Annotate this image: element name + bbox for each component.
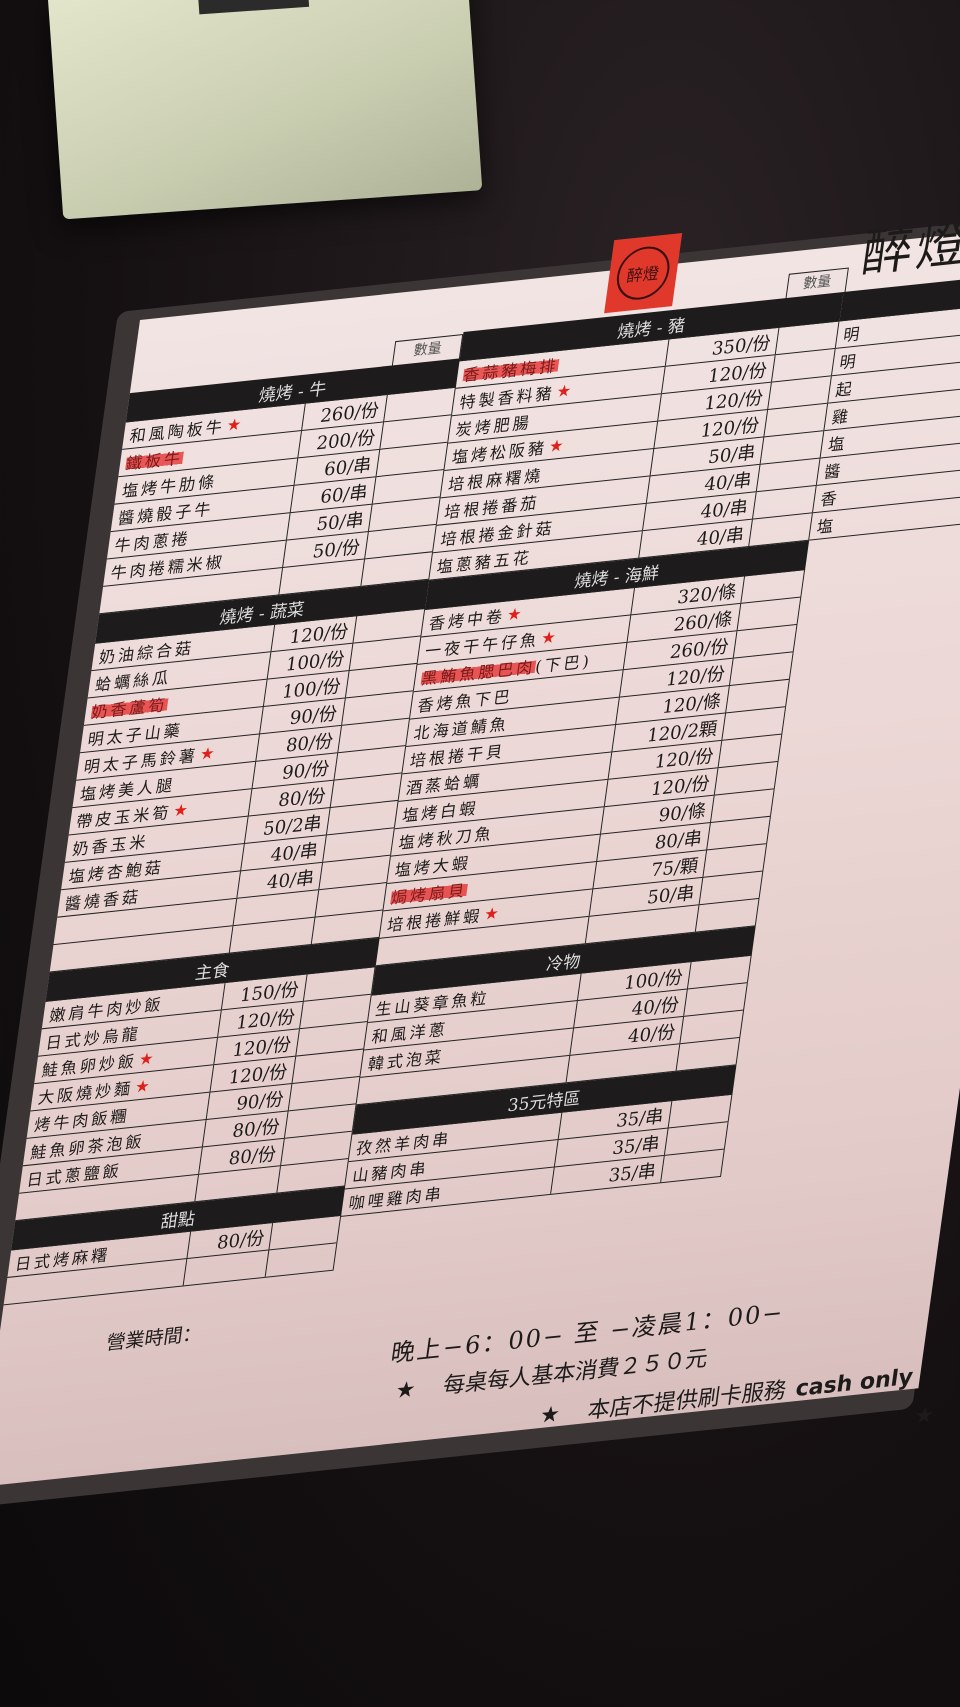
- star-icon: ★: [912, 1402, 936, 1430]
- restaurant-logo: 醉燈: [604, 233, 683, 314]
- star-icon: ★: [225, 413, 243, 435]
- hours-label: 營業時間：: [105, 1322, 204, 1355]
- menu-card: 醉燈 醉燈 數量 數量 燒烤 - 牛和風陶板牛 ★ 260/份 鐵板牛 200/份 塩烤牛…: [0, 213, 960, 1487]
- star-icon: ★: [483, 902, 501, 924]
- star-icon: ★: [538, 1401, 562, 1430]
- menu-item-name: 鐵板牛: [124, 444, 185, 475]
- restaurant-name: 醉燈: [858, 213, 960, 284]
- paper-box-prop: [47, 0, 483, 220]
- star-icon: ★: [505, 603, 523, 625]
- star-icon: ★: [137, 1047, 155, 1069]
- star-icon: ★: [540, 626, 558, 648]
- star-icon: ★: [198, 742, 216, 764]
- menu-item-suffix: (下巴): [534, 651, 594, 677]
- star-icon: ★: [172, 799, 190, 821]
- note-line: ★本: [912, 1391, 960, 1431]
- logo-seal: 醉燈: [613, 243, 673, 303]
- box-label: [197, 0, 310, 15]
- star-icon: ★: [393, 1376, 418, 1405]
- star-icon: ★: [547, 434, 565, 456]
- quantity-field[interactable]: [661, 1149, 725, 1183]
- star-icon: ★: [555, 380, 573, 401]
- star-icon: ★: [134, 1075, 152, 1097]
